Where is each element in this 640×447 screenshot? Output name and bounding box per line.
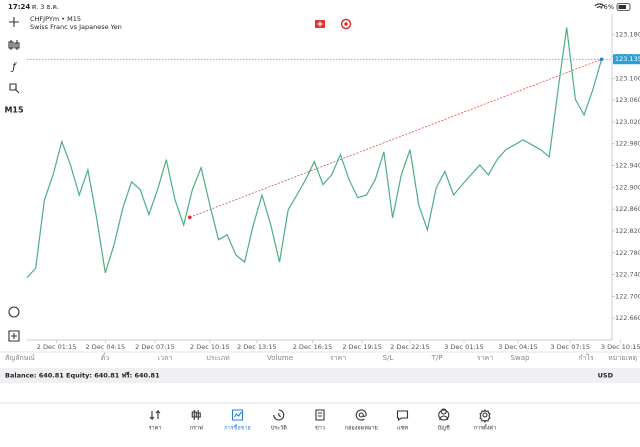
last-price-box: [613, 54, 640, 65]
y-tick-label: 122.780: [615, 249, 640, 257]
x-tick-label: 2 Dec 22:15: [390, 343, 430, 351]
tab-icon: [149, 409, 161, 421]
y-tick-label: 123.180: [615, 31, 640, 39]
tab[interactable]: ราคา: [149, 409, 162, 432]
tab-label: ประวัติ: [271, 425, 287, 432]
base-flag-cross: [317, 21, 323, 27]
battery-icon: [616, 3, 631, 11]
y-tick-label: 122.820: [615, 227, 640, 235]
tab[interactable]: ประวัติ: [271, 409, 287, 432]
column-header: ตั๋ว: [101, 353, 110, 362]
column-header: สัญลักษณ์: [5, 354, 35, 362]
x-tick-label: 2 Dec 07:15: [135, 343, 175, 351]
tab-icon: [355, 409, 367, 421]
tab-icon: [315, 409, 325, 421]
x-tick-label: 3 Dec 04:15: [498, 343, 538, 351]
indicators-tool[interactable]: ƒ: [10, 62, 17, 73]
battery-level: 76%: [600, 3, 614, 11]
column-header: เวลา: [158, 354, 173, 362]
x-tick-label: 3 Dec 01:15: [444, 343, 484, 351]
tab-icon: [191, 410, 201, 420]
y-tick-label: 122.980: [615, 140, 640, 148]
quote-flag-dot: [344, 22, 348, 26]
column-header: T/P: [431, 354, 443, 362]
time: 17:24: [8, 3, 30, 11]
y-tick-label: 122.660: [615, 314, 640, 322]
tab-label: แชท: [397, 425, 408, 432]
x-tick-label: 2 Dec 04:15: [86, 343, 126, 351]
tab-label: กราฟ: [190, 425, 203, 432]
battery-fill: [618, 5, 626, 9]
column-header: หมายเหตุ: [608, 354, 637, 362]
y-tick-label: 122.940: [615, 162, 640, 170]
column-header: Swap: [511, 354, 530, 362]
x-tick-label: 3 Dec 10:15: [601, 343, 640, 351]
tab-icon: [479, 409, 491, 423]
zoom-tool[interactable]: [8, 306, 20, 318]
y-tick-label: 122.700: [615, 292, 640, 300]
tab-label: กล่องจดหมาย: [345, 426, 378, 432]
y-tick-label: 122.860: [615, 205, 640, 213]
objects-tool[interactable]: [9, 83, 20, 94]
column-header: ราคา: [330, 354, 346, 362]
tab[interactable]: บัญชี: [438, 408, 450, 432]
tab-label: การตั้งค่า: [474, 424, 496, 432]
column-header: กำไร: [578, 353, 594, 362]
tab[interactable]: ข่าว: [315, 409, 325, 432]
price-line: [26, 27, 603, 279]
wifi-icon: [594, 3, 605, 9]
last-price-label: 123.135: [615, 55, 640, 63]
x-tick-label: 2 Dec 16:15: [293, 343, 333, 351]
x-tick-label: 2 Dec 01:15: [37, 343, 77, 351]
trade-entry: [187, 215, 192, 220]
tab-icon: [396, 410, 409, 422]
date: ศ. 3 ธ.ค.: [32, 3, 59, 11]
y-tick-label: 122.900: [615, 183, 640, 191]
tab-label: บัญชี: [438, 425, 450, 432]
y-tick-label: 122.740: [615, 271, 640, 279]
column-header: Volume: [267, 354, 293, 362]
tab-label: ราคา: [149, 426, 162, 432]
x-tick-label: 3 Dec 07:15: [550, 343, 590, 351]
y-tick-label: 123.060: [615, 96, 640, 104]
tab[interactable]: กล่องจดหมาย: [345, 409, 378, 432]
x-tick-label: 2 Dec 13:15: [237, 343, 277, 351]
chart-subtitle: Swiss Franc vs Japanese Yen: [30, 23, 122, 31]
tab-icon: [273, 409, 285, 421]
crosshair-tool[interactable]: [9, 17, 19, 27]
balance: Balance: 640.81 Equity: 640.81 ฟรี: 640.…: [5, 372, 160, 380]
tab[interactable]: แชท: [396, 410, 409, 432]
column-header: S/L: [383, 354, 394, 362]
chart-type-tool[interactable]: [8, 40, 20, 50]
x-tick-label: 2 Dec 10:15: [190, 343, 230, 351]
tab[interactable]: กราฟ: [190, 410, 203, 432]
tab-label: การซื้อขาย: [224, 424, 250, 432]
chart-title: CHFJPYm • M15: [30, 15, 81, 23]
y-tick-label: 123.100: [615, 74, 640, 82]
tab-icon: [231, 409, 244, 421]
tab-label: ข่าว: [315, 426, 325, 432]
tab[interactable]: การซื้อขาย: [224, 409, 251, 432]
balance-row: [0, 368, 640, 383]
currency: USD: [598, 372, 614, 380]
trade-line: [189, 58, 602, 218]
sidebar: ƒ M15: [4, 17, 24, 342]
timeframe[interactable]: M15: [4, 106, 24, 115]
tab[interactable]: การตั้งค่า: [474, 409, 496, 432]
trade-exit: [599, 57, 604, 62]
column-header: ราคา: [477, 354, 493, 362]
column-header: ประเภท: [206, 354, 230, 362]
new-order-tool[interactable]: [8, 330, 20, 342]
y-tick-label: 123.020: [615, 118, 640, 126]
x-tick-label: 2 Dec 19:15: [342, 343, 382, 351]
tab-icon: [438, 408, 450, 421]
